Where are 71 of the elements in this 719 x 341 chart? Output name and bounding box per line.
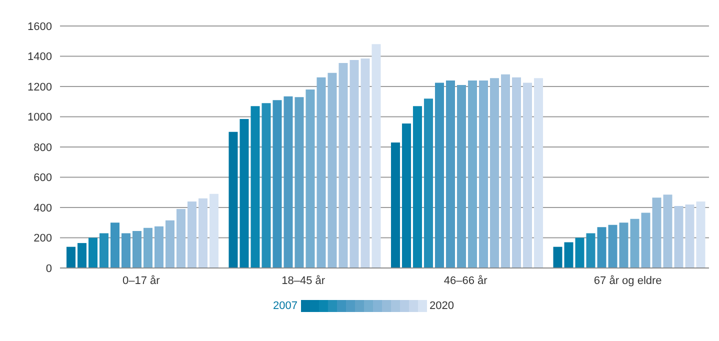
bar <box>350 60 359 268</box>
bar <box>490 78 499 268</box>
x-tick-label: 18–45 år <box>282 274 326 287</box>
y-tick-label: 200 <box>34 232 52 245</box>
bar <box>468 80 477 268</box>
y-tick-label: 400 <box>34 202 52 214</box>
x-tick-label: 0–17 år <box>122 274 160 287</box>
bar <box>434 82 444 268</box>
y-tick-label: 600 <box>34 172 52 184</box>
bar <box>597 227 606 268</box>
y-tick-label: 1200 <box>28 81 52 94</box>
bar <box>272 100 282 268</box>
bar <box>316 77 326 268</box>
bar <box>534 78 543 268</box>
bar <box>564 242 574 268</box>
x-tick-label: 67 år og eldre <box>594 274 662 287</box>
bar <box>608 224 618 268</box>
bar <box>372 44 381 268</box>
bar <box>154 226 164 268</box>
bar <box>240 119 249 268</box>
bar <box>250 106 260 268</box>
bar <box>66 246 76 268</box>
bar <box>338 63 348 268</box>
y-tick-label: 1000 <box>28 112 52 124</box>
bar <box>630 218 640 268</box>
bar <box>500 74 510 268</box>
bar <box>228 132 238 268</box>
bar <box>294 97 304 268</box>
bar <box>121 233 130 268</box>
bar <box>143 228 152 268</box>
bar <box>198 198 208 268</box>
bar <box>209 194 218 268</box>
bar <box>187 201 196 268</box>
bar <box>456 84 466 268</box>
bar <box>176 209 186 268</box>
bar <box>306 90 315 268</box>
y-tick-label: 0 <box>46 262 52 275</box>
bar <box>685 204 694 268</box>
bar <box>110 222 120 268</box>
bar <box>553 246 562 268</box>
x-tick-label: 46–66 år <box>444 274 488 287</box>
bar <box>132 230 142 268</box>
bar <box>262 103 271 268</box>
bar <box>360 58 370 268</box>
bar <box>696 201 706 268</box>
bar <box>424 98 433 268</box>
bar <box>390 142 400 268</box>
bar <box>88 238 98 268</box>
bar <box>284 96 293 268</box>
bar <box>512 77 521 268</box>
bar <box>652 198 662 268</box>
bar <box>522 82 532 268</box>
bar <box>478 80 488 268</box>
bar <box>328 72 337 268</box>
bar <box>619 222 628 268</box>
bar <box>165 220 174 268</box>
y-tick-label: 1600 <box>28 20 52 33</box>
bar <box>641 212 650 268</box>
bar <box>402 124 411 268</box>
y-tick-label: 1400 <box>28 51 52 64</box>
bar <box>412 106 422 268</box>
bar <box>99 233 108 268</box>
bar <box>575 238 584 268</box>
bar <box>586 233 596 268</box>
bar <box>446 80 455 268</box>
legend-label: 2020 <box>430 300 454 312</box>
y-tick-label: 800 <box>34 142 52 154</box>
bar <box>674 206 684 268</box>
text: 2007 <box>273 300 298 312</box>
bar <box>663 194 672 268</box>
bar <box>77 243 86 268</box>
